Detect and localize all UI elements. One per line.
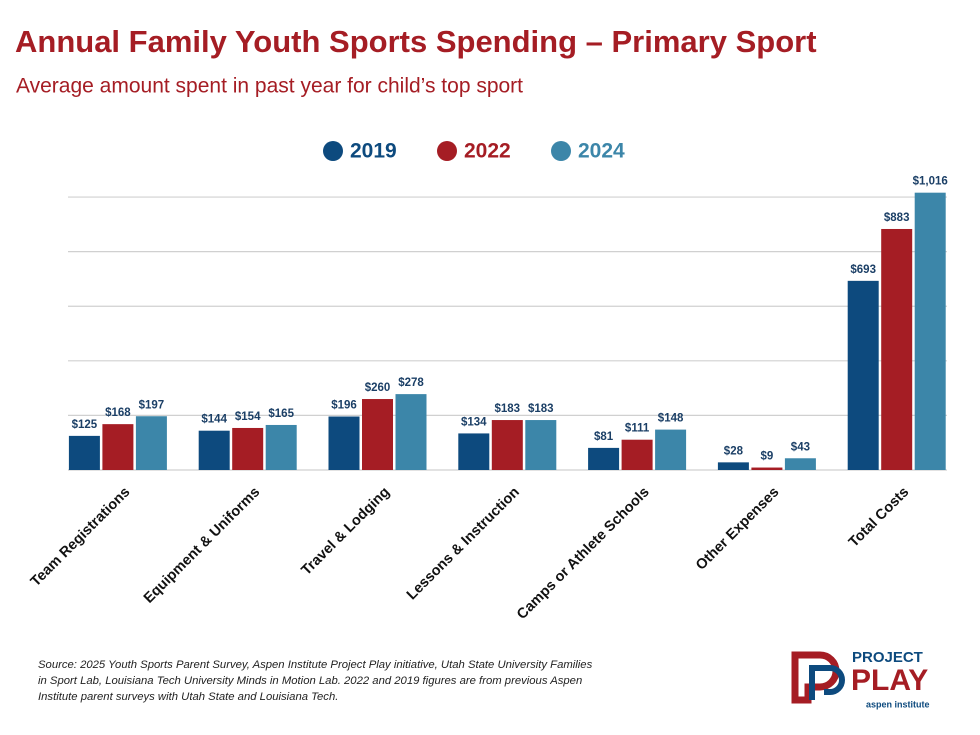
- bar: [588, 447, 620, 470]
- value-label: $9: [761, 451, 774, 463]
- value-label: $1,016: [913, 176, 948, 188]
- x-tick-label: Total Costs: [846, 484, 912, 550]
- x-tick-label: Travel & Lodging: [299, 484, 393, 578]
- x-tick-label: Other Expenses: [693, 484, 782, 573]
- value-label: $154: [235, 411, 261, 423]
- x-tick-label: Equipment & Uniforms: [141, 484, 263, 606]
- bar: [135, 416, 167, 470]
- value-label: $693: [850, 264, 876, 276]
- source-note: Source: 2025 Youth Sports Parent Survey,…: [38, 659, 593, 703]
- logo-icon: [791, 651, 845, 704]
- logo-text: PLAY: [851, 664, 928, 697]
- value-label: $278: [398, 377, 424, 389]
- value-label: $125: [72, 419, 98, 431]
- value-label: $111: [625, 423, 650, 435]
- legend-label: 2022: [464, 140, 511, 163]
- bar: [881, 228, 913, 470]
- value-label: $165: [268, 408, 294, 420]
- bar: [525, 420, 557, 470]
- legend-marker: [437, 141, 457, 161]
- x-tick-label: Team Registrations: [28, 484, 134, 590]
- bar: [621, 439, 653, 470]
- bar: [198, 430, 230, 470]
- value-label: $197: [139, 399, 165, 411]
- x-tick-label: Lessons & Instruction: [404, 484, 523, 603]
- chart-title: Annual Family Youth Sports Spending – Pr…: [15, 24, 817, 59]
- bar: [232, 427, 264, 470]
- logo-text: PROJECT: [852, 649, 923, 666]
- value-label: $148: [658, 413, 684, 425]
- value-label: $81: [594, 431, 614, 443]
- bar: [914, 192, 946, 471]
- legend-marker: [551, 141, 571, 161]
- bar: [751, 467, 783, 470]
- value-label: $168: [105, 407, 131, 419]
- bar: [395, 394, 427, 470]
- bar: [655, 429, 687, 470]
- bar: [847, 280, 879, 470]
- x-tick-label: Camps or Athlete Schools: [514, 484, 653, 623]
- chart-subtitle: Average amount spent in past year for ch…: [16, 75, 523, 98]
- value-label: $883: [884, 212, 910, 224]
- value-label: $134: [461, 416, 487, 428]
- value-label: $28: [724, 445, 744, 457]
- bar: [717, 462, 749, 470]
- logo-text: aspen institute: [866, 699, 930, 709]
- legend-label: 2019: [350, 140, 397, 163]
- bar: [328, 416, 360, 470]
- legend-marker: [323, 141, 343, 161]
- value-label: $43: [791, 441, 810, 453]
- value-label: $183: [495, 403, 521, 415]
- value-label: $260: [365, 382, 391, 394]
- bar: [362, 399, 393, 470]
- bar: [458, 433, 490, 470]
- bar: [265, 424, 297, 470]
- bar: [102, 424, 134, 470]
- bar: [784, 458, 816, 470]
- value-label: $183: [528, 403, 554, 415]
- bar: [491, 420, 523, 470]
- legend-label: 2024: [578, 140, 625, 163]
- value-label: $144: [201, 414, 227, 426]
- value-label: $196: [331, 400, 357, 412]
- bar: [68, 435, 100, 470]
